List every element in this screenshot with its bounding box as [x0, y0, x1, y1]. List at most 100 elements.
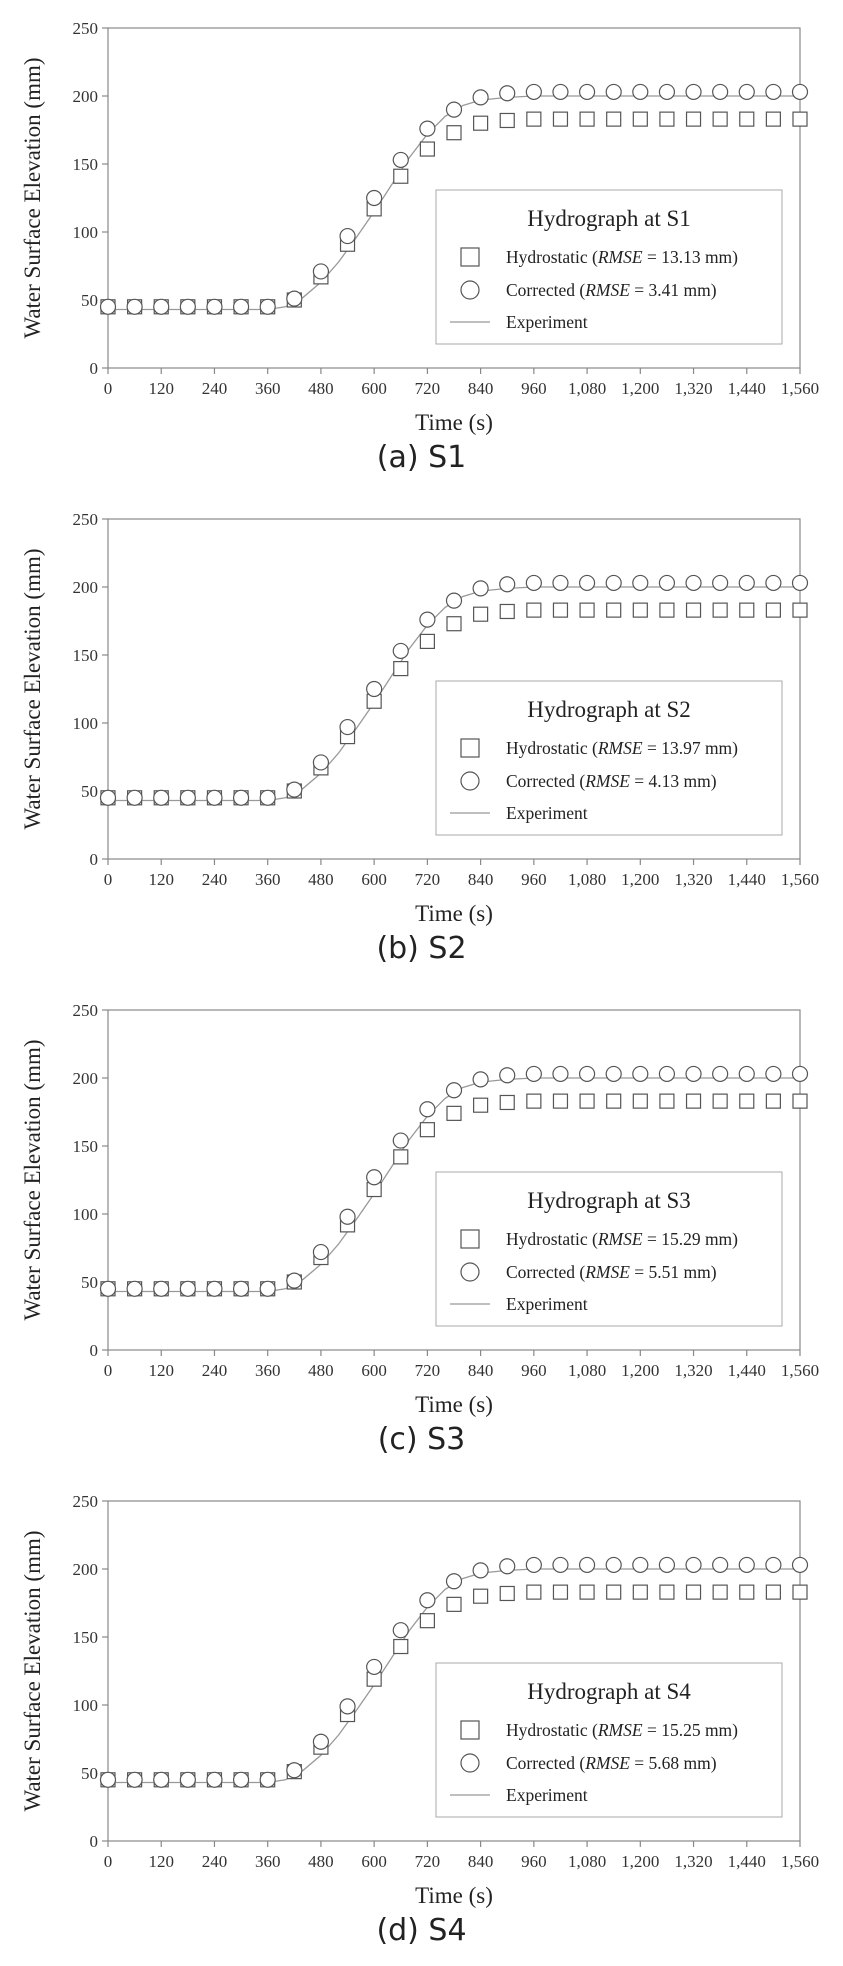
- legend: Hydrograph at S4 Hydrostatic (RMSE = 15.2…: [435, 1662, 783, 1818]
- point-corrected: [286, 1272, 303, 1289]
- point-corrected: [632, 83, 649, 101]
- chart-panel-4: 0 50 100 150 200 250 0 120 240 360 480 600 720 840 960…: [0, 1473, 843, 1964]
- point-hydrostatic: [765, 111, 781, 127]
- point-corrected: [791, 574, 809, 592]
- point-hydrostatic: [499, 1094, 515, 1111]
- chart-title: Hydrograph at S1: [527, 206, 691, 231]
- point-corrected: [791, 1065, 809, 1083]
- point-corrected: [765, 83, 782, 101]
- plot-frame: [107, 27, 801, 369]
- x-tick-label: 480: [308, 1361, 334, 1380]
- point-hydrostatic: [473, 1097, 489, 1113]
- y-tick-label: 250: [73, 510, 99, 529]
- y-tick-label: 100: [73, 223, 99, 242]
- point-hydrostatic: [419, 1122, 435, 1138]
- point-hydrostatic: [419, 633, 435, 649]
- x-tick-label: 1,080: [568, 1852, 606, 1871]
- point-corrected: [99, 298, 117, 315]
- legend-symbol-hydrostatic: [460, 1229, 480, 1249]
- legend-symbol-corrected: [460, 1262, 480, 1282]
- y-tick-label: 150: [73, 155, 99, 174]
- point-hydrostatic: [685, 602, 702, 618]
- y-tick-label: 200: [73, 1560, 99, 1579]
- x-tick-label: 120: [148, 379, 174, 398]
- legend-entry-hydrostatic: Hydrostatic (RMSE = 13.97 mm): [506, 738, 738, 758]
- x-tick-label: 240: [202, 870, 228, 889]
- point-corrected: [685, 1065, 702, 1083]
- x-tick-label: 960: [521, 1852, 547, 1871]
- point-corrected: [392, 1622, 409, 1639]
- legend-symbol-corrected: [460, 1753, 480, 1773]
- point-hydrostatic: [765, 602, 781, 618]
- point-hydrostatic: [526, 602, 542, 618]
- plot-frame: [107, 1500, 801, 1842]
- point-hydrostatic: [446, 616, 462, 632]
- legend-entry-corrected: Corrected (RMSE = 5.68 mm): [506, 1753, 717, 1773]
- x-tick-label: 960: [521, 870, 547, 889]
- point-corrected: [232, 298, 250, 315]
- point-corrected: [552, 1065, 569, 1083]
- point-corrected: [658, 1065, 676, 1083]
- point-hydrostatic: [526, 1093, 542, 1109]
- x-tick-label: 1,200: [621, 1852, 659, 1871]
- x-tick-label: 360: [255, 1852, 281, 1871]
- x-tick-label: 1,320: [674, 379, 712, 398]
- point-hydrostatic: [739, 1584, 755, 1600]
- chart-svg: 0 50 100 150 200 250 0 120 240 360 480 600 720 840 960…: [20, 510, 819, 926]
- legend-rmse-value: = 4.13 mm): [630, 771, 717, 791]
- point-corrected: [232, 789, 250, 806]
- point-corrected: [392, 1132, 409, 1149]
- x-axis-title: Time (s): [415, 901, 493, 926]
- point-hydrostatic: [685, 1093, 702, 1109]
- point-corrected: [632, 1556, 649, 1574]
- legend-rmse-label: RMSE: [597, 247, 643, 267]
- point-corrected: [765, 1065, 782, 1083]
- point-hydrostatic: [765, 1093, 781, 1109]
- point-corrected: [525, 1556, 542, 1574]
- point-corrected: [206, 789, 223, 806]
- point-corrected: [445, 592, 463, 609]
- point-corrected: [499, 1558, 516, 1575]
- point-corrected: [525, 1065, 542, 1083]
- point-hydrostatic: [579, 1093, 595, 1109]
- point-corrected: [605, 1065, 622, 1083]
- legend-entry-corrected: Corrected (RMSE = 3.41 mm): [506, 280, 717, 300]
- point-corrected: [499, 85, 516, 102]
- point-corrected: [153, 789, 170, 806]
- point-hydrostatic: [606, 1093, 622, 1109]
- chart-title: Hydrograph at S3: [527, 1188, 691, 1213]
- point-corrected: [499, 1067, 516, 1084]
- legend-entry-corrected: Corrected (RMSE = 5.51 mm): [506, 1262, 717, 1282]
- point-corrected: [286, 1762, 303, 1779]
- point-hydrostatic: [632, 1584, 648, 1600]
- point-corrected: [419, 611, 436, 628]
- x-tick-label: 240: [202, 379, 228, 398]
- point-hydrostatic: [446, 125, 462, 141]
- x-tick-label: 1,440: [728, 379, 766, 398]
- point-corrected: [206, 298, 223, 315]
- x-tick-label: 1,560: [781, 379, 819, 398]
- y-tick-label: 150: [73, 646, 99, 665]
- point-hydrostatic: [499, 1585, 515, 1602]
- point-corrected: [472, 580, 489, 597]
- legend-rmse-value: = 13.97 mm): [643, 738, 739, 758]
- x-tick-label: 1,200: [621, 1361, 659, 1380]
- y-tick-label: 50: [81, 1273, 98, 1292]
- legend-entry-experiment: Experiment: [506, 1294, 588, 1314]
- x-axis-title: Time (s): [415, 1883, 493, 1908]
- point-corrected: [232, 1771, 250, 1788]
- point-corrected: [472, 1562, 489, 1579]
- panel-caption: (a) S1: [376, 440, 467, 475]
- point-corrected: [232, 1280, 250, 1297]
- point-corrected: [126, 298, 143, 315]
- legend-rmse-label: RMSE: [584, 771, 630, 791]
- point-corrected: [153, 1280, 170, 1297]
- legend: Hydrograph at S3 Hydrostatic (RMSE = 15.2…: [435, 1171, 783, 1327]
- point-corrected: [286, 290, 303, 307]
- x-tick-label: 600: [361, 1361, 387, 1380]
- x-tick-label: 720: [415, 1852, 441, 1871]
- legend-rmse-label: RMSE: [597, 1720, 643, 1740]
- y-tick-label: 50: [81, 291, 98, 310]
- chart-title: Hydrograph at S4: [527, 1679, 691, 1704]
- point-hydrostatic: [579, 602, 595, 618]
